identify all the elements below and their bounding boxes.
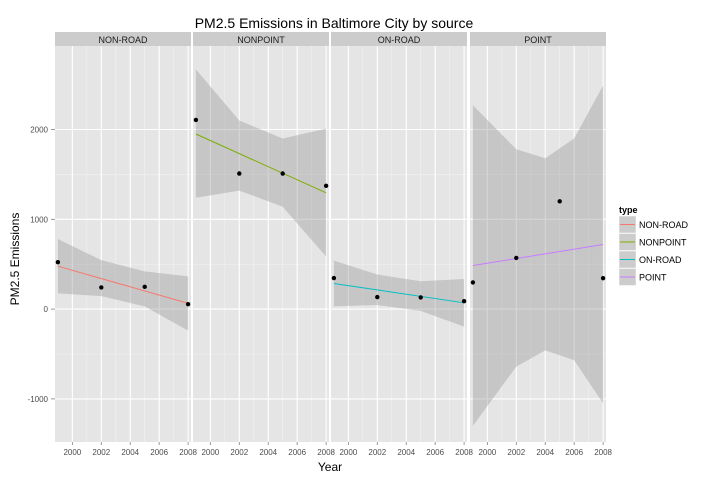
x-tick-label: 2004 xyxy=(121,448,139,457)
x-tick-label: 2004 xyxy=(259,448,277,457)
facet-panel: NONPOINT 2000 2002 2004 2006 2008 xyxy=(193,32,336,457)
data-point xyxy=(280,171,285,176)
panel-background xyxy=(331,46,467,442)
legend-title: type xyxy=(619,205,638,215)
chart-title: PM2.5 Emissions in Baltimore City by sou… xyxy=(195,15,474,31)
x-tick-label: 2002 xyxy=(368,448,386,457)
x-tick-label: 2006 xyxy=(426,448,444,457)
legend-label: POINT xyxy=(639,273,667,283)
facet-strip xyxy=(470,32,606,46)
data-point xyxy=(142,284,147,290)
facet-strip-label: POINT xyxy=(524,35,552,45)
facet-strip-label: NONPOINT xyxy=(237,35,285,45)
data-point xyxy=(99,285,104,290)
x-tick-label: 2002 xyxy=(230,448,248,457)
facet-strip-label: NON-ROAD xyxy=(99,35,148,45)
facet-panel: NON-ROAD 2000 2002 2004 2006 2008 xyxy=(55,32,198,457)
data-point xyxy=(375,294,380,300)
x-tick-label: 2002 xyxy=(507,448,525,457)
facet-strip-label: ON-ROAD xyxy=(378,35,421,45)
facet-panels: NON-ROAD 2000 2002 2004 2006 2008 NONPOINT 2000… xyxy=(55,32,613,457)
x-tick-label: 2008 xyxy=(594,448,612,457)
fit-line xyxy=(195,133,327,194)
legend-label: NON-ROAD xyxy=(639,220,688,230)
data-point xyxy=(418,295,423,300)
x-tick-label: 2002 xyxy=(92,448,110,457)
panel-background xyxy=(193,46,329,442)
data-point xyxy=(461,299,467,304)
fit-line xyxy=(472,243,604,267)
data-point xyxy=(557,199,562,204)
legend-label: ON-ROAD xyxy=(639,255,682,265)
y-tick-label: 2000 xyxy=(30,126,48,135)
x-tick-label: 2008 xyxy=(179,448,197,457)
x-tick-label: 2008 xyxy=(317,448,335,457)
data-point xyxy=(470,280,476,285)
data-point xyxy=(600,276,606,281)
facet-strip xyxy=(331,32,467,46)
x-axis-label: Year xyxy=(318,460,342,474)
data-point xyxy=(514,255,519,261)
panel-background xyxy=(55,46,191,442)
panel-background xyxy=(470,46,606,442)
facet-strip xyxy=(55,32,191,46)
y-tick-label: 1000 xyxy=(30,215,48,224)
y-tick-label: -1000 xyxy=(28,395,49,404)
data-point xyxy=(323,183,329,189)
x-tick-label: 2006 xyxy=(288,448,306,457)
data-point xyxy=(185,301,191,307)
x-tick-label: 2000 xyxy=(201,448,219,457)
data-point xyxy=(331,275,337,281)
confidence-band xyxy=(472,85,604,426)
x-tick-label: 2000 xyxy=(63,448,81,457)
y-tick-label: 0 xyxy=(44,305,49,314)
fit-line xyxy=(57,265,189,304)
data-point xyxy=(237,171,242,176)
x-tick-label: 2004 xyxy=(536,448,554,457)
data-point xyxy=(193,117,199,123)
x-tick-label: 2006 xyxy=(565,448,583,457)
y-axis: -1000 0 1000 2000 xyxy=(28,126,55,404)
facet-strip xyxy=(193,32,329,46)
x-tick-label: 2004 xyxy=(397,448,415,457)
x-tick-label: 2006 xyxy=(150,448,168,457)
y-axis-label: PM2.5 Emissions xyxy=(8,213,22,306)
x-tick-label: 2000 xyxy=(478,448,496,457)
facet-panel: POINT 2000 2002 2004 2006 2008 xyxy=(470,32,613,457)
legend-label: NONPOINT xyxy=(639,238,687,248)
data-point xyxy=(55,260,61,265)
facet-panel: ON-ROAD 2000 2002 2004 2006 2008 xyxy=(331,32,474,457)
legend: type NON-ROAD NONPOINT ON-ROAD POINT xyxy=(618,205,688,286)
x-tick-label: 2000 xyxy=(339,448,357,457)
x-tick-label: 2008 xyxy=(455,448,473,457)
fit-line xyxy=(333,283,465,304)
